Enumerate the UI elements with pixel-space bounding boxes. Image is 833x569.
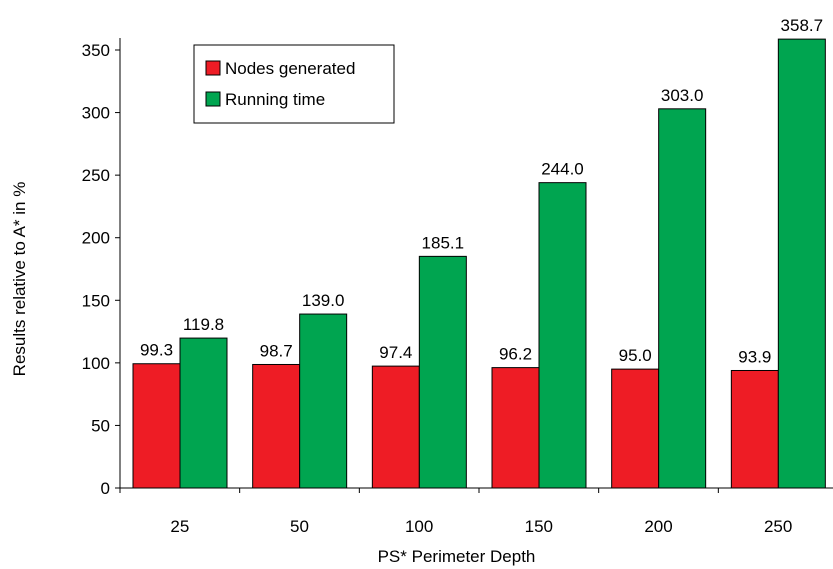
y-tick-label: 50 [91,416,110,435]
data-label-running-time-150: 244.0 [541,160,584,179]
y-tick-label: 200 [82,229,110,248]
y-tick-label: 300 [82,104,110,123]
legend-box [193,44,395,124]
bar-running-time-200 [658,108,707,489]
legend-label-nodes-generated: Nodes generated [225,59,355,78]
data-label-nodes-generated-150: 96.2 [499,345,532,364]
y-ticks-group: 0 50 100 150 200 250 300 350 [82,41,120,498]
y-tick-label: 150 [82,291,110,310]
bar-nodes-generated-150 [491,367,540,489]
bar-nodes-generated-25 [132,363,181,489]
bar-nodes-generated-200 [611,368,660,489]
bar-running-time-250 [777,38,826,489]
data-label-running-time-100: 185.1 [422,233,465,252]
data-label-nodes-generated-25: 99.3 [140,341,173,360]
bar-running-time-50 [299,313,348,489]
data-label-nodes-generated-100: 97.4 [379,343,412,362]
y-tick-label: 350 [82,41,110,60]
x-tick-label: 25 [170,517,189,536]
bar-running-time-25 [179,337,228,489]
legend-swatch-nodes-generated [205,60,221,76]
x-tick-label: 150 [525,517,553,536]
data-label-running-time-50: 139.0 [302,291,345,310]
data-labels-group: 99.3 119.8 98.7 139.0 97.4 185.1 96.2 244.0 95.0… [140,16,823,366]
bars-group [132,38,826,489]
x-tick-label: 250 [764,517,792,536]
legend-swatch-running-time [205,91,221,107]
x-ticks-group: 25 50 100 150 200 250 [119,488,792,536]
bar-running-time-100 [418,255,467,489]
bar-nodes-generated-50 [252,363,301,489]
data-label-nodes-generated-200: 95.0 [619,346,652,365]
x-tick-label: 200 [644,517,672,536]
x-tick-label: 50 [290,517,309,536]
bar-nodes-generated-250 [730,369,779,489]
y-tick-label: 100 [82,354,110,373]
x-axis-title: PS* Perimeter Depth [378,547,536,566]
x-tick-label: 100 [405,517,433,536]
data-label-nodes-generated-50: 98.7 [260,341,293,360]
bar-running-time-150 [538,182,587,489]
y-axis-title: Results relative to A* in % [10,182,29,377]
data-label-running-time-25: 119.8 [183,315,224,334]
y-tick-label: 250 [82,166,110,185]
bar-nodes-generated-100 [371,365,420,489]
y-tick-label: 0 [101,479,110,498]
legend: Nodes generated Running time [193,44,395,124]
data-label-running-time-250: 358.7 [781,16,824,35]
data-label-nodes-generated-250: 93.9 [738,347,771,366]
data-label-running-time-200: 303.0 [661,86,704,105]
legend-label-running-time: Running time [225,90,325,109]
